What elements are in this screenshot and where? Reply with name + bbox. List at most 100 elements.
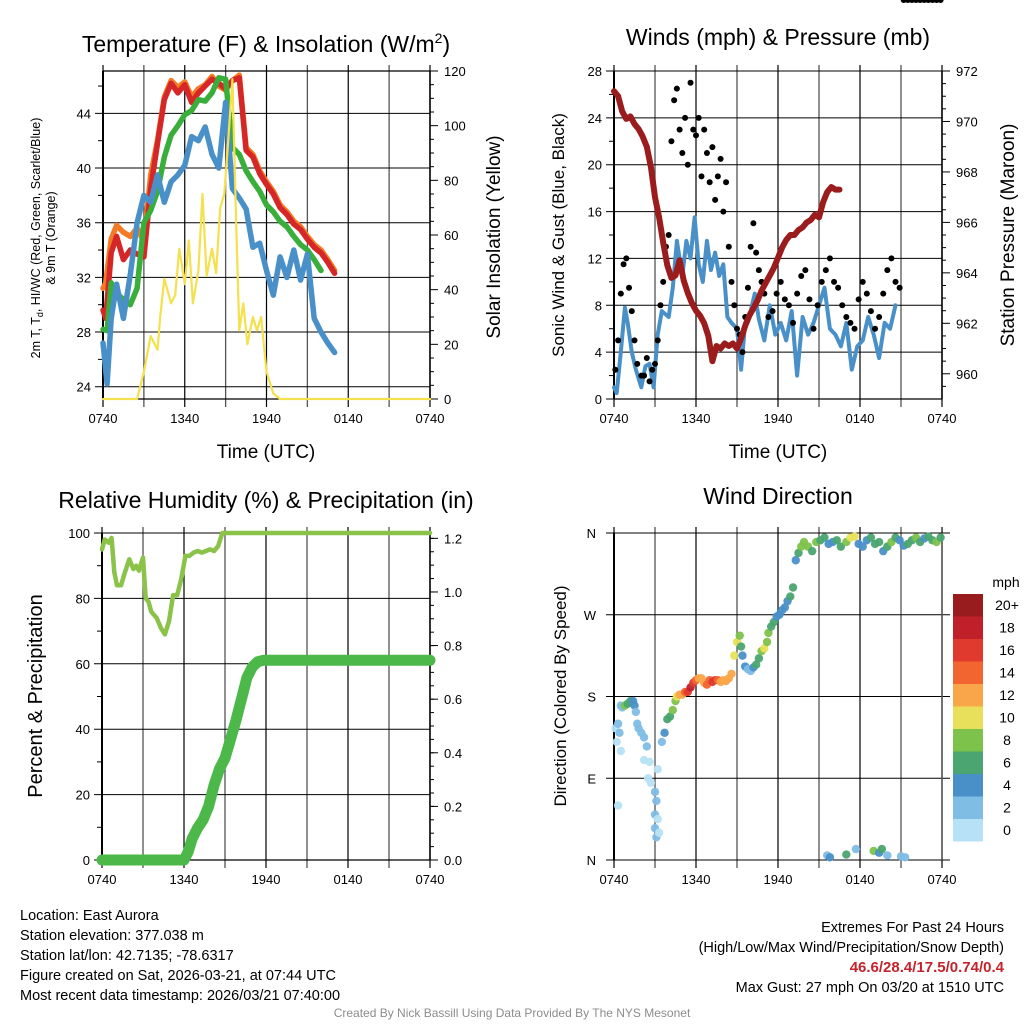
winds-plot: 0740 1340 1940 0140 0740 0 4 8 12 16 20 24 28 960 962 9…	[588, 0, 978, 426]
colorbar-label: 20+	[995, 597, 1019, 613]
colorbar-swatch	[953, 616, 983, 639]
gust-point	[765, 314, 772, 320]
y2-tick-label: 40	[444, 283, 458, 298]
y2-tick-label: 0.4	[444, 746, 462, 761]
gust-point	[867, 308, 874, 315]
colorbar-label: 6	[1003, 755, 1011, 771]
colorbar-label: 0	[1003, 822, 1011, 838]
colorbar-label: 12	[999, 687, 1015, 703]
x-tick-label: 0740	[416, 411, 445, 426]
humidity-ylabel: Percent & Precipitation	[25, 594, 47, 797]
gust-point	[806, 296, 813, 303]
y-tick-label: 80	[76, 591, 90, 606]
gust-point	[785, 302, 792, 309]
direction-point	[738, 651, 747, 660]
x-tick-label: 1940	[252, 411, 281, 426]
direction-point	[936, 533, 945, 542]
gust-point	[747, 243, 754, 250]
gust-point	[657, 302, 664, 309]
y2-tick-label: 962	[956, 316, 978, 331]
y-tick-label: 20	[76, 788, 90, 803]
y2-tick-label: 80	[444, 173, 458, 188]
direction-point	[751, 660, 761, 669]
gust-point	[781, 296, 788, 303]
gust-point	[690, 126, 697, 133]
direction-point	[652, 796, 661, 806]
wind-direction-chart-title: Wind Direction	[703, 483, 853, 509]
colorbar-swatch	[953, 819, 983, 842]
y-tick-label: 36	[77, 216, 91, 231]
y-tick-label: 40	[76, 722, 90, 737]
gust-point	[814, 302, 821, 309]
direction-point	[866, 533, 876, 542]
gust-point	[731, 302, 738, 309]
direction-point	[631, 707, 641, 717]
latlon-text: Station lat/lon: 42.7135; -78.6317	[20, 948, 234, 964]
gust-point	[712, 196, 719, 203]
direction-point	[735, 631, 744, 640]
colorbar-swatch	[953, 661, 983, 684]
gust-point	[725, 243, 732, 250]
gust-point	[687, 79, 694, 86]
gust-point	[671, 97, 678, 104]
direction-point	[657, 737, 667, 747]
gust-point	[798, 273, 805, 279]
gust-point	[896, 284, 903, 291]
colorbar-swatch	[953, 729, 983, 752]
direction-point	[780, 603, 790, 612]
gust-point	[937, 0, 944, 3]
direction-point	[613, 801, 623, 810]
x-tick-label: 0140	[846, 411, 875, 426]
colorbar-swatch	[953, 706, 983, 729]
direction-point	[820, 533, 829, 542]
series-hi-wc	[100, 99, 338, 387]
direction-point	[883, 851, 892, 860]
direction-point	[762, 637, 772, 647]
y-tick-label: 40	[77, 161, 91, 176]
y-tick-label: 60	[76, 657, 90, 672]
gust-point	[709, 144, 716, 151]
y2-tick-label: 0	[444, 392, 451, 407]
y-tick-label: 24	[588, 111, 602, 126]
gust-point	[826, 255, 833, 262]
gust-point	[612, 366, 619, 373]
gust-point	[676, 126, 683, 133]
colorbar-title: mph	[992, 574, 1019, 590]
direction-point	[788, 583, 798, 592]
gust-point	[631, 337, 638, 344]
gust-point	[777, 278, 784, 285]
direction-point	[786, 592, 795, 601]
y-tick-label: 0	[595, 392, 602, 407]
gust-point	[739, 349, 746, 356]
y-tick-label: W	[584, 608, 597, 623]
colorbar-swatch	[953, 639, 983, 662]
y2-tick-label: 20	[444, 337, 458, 352]
gust-point	[753, 249, 760, 256]
y-tick-label: 4	[595, 345, 602, 360]
gust-point	[750, 220, 757, 227]
station-info: Location: East Aurora Station elevation:…	[20, 906, 340, 1006]
x-tick-label: 1340	[682, 872, 711, 887]
y-tick-label: 0	[83, 853, 90, 868]
series-precipitation	[96, 654, 436, 866]
gust-point	[734, 325, 740, 332]
y2-tick-label: 964	[956, 266, 978, 281]
direction-point	[613, 719, 623, 728]
y2-tick-label: 968	[956, 165, 978, 180]
gust-point	[839, 302, 846, 309]
gust-point	[843, 314, 850, 320]
elevation-text: Station elevation: 377.038 m	[20, 928, 204, 944]
temperature-ylabel-line2: & 9m T (Orange)	[44, 191, 58, 284]
x-tick-label: 0140	[334, 411, 363, 426]
x-tick-label: 0740	[928, 411, 957, 426]
series-td	[100, 75, 324, 334]
direction-point	[764, 628, 773, 638]
colorbar-label: 14	[999, 665, 1015, 681]
gust-point	[620, 261, 627, 268]
direction-point	[851, 844, 861, 854]
x-tick-label: 1940	[252, 872, 281, 887]
y2-tick-label: 0.0	[444, 853, 462, 868]
winds-xlabel: Time (UTC)	[729, 442, 828, 463]
direction-point	[642, 742, 651, 751]
